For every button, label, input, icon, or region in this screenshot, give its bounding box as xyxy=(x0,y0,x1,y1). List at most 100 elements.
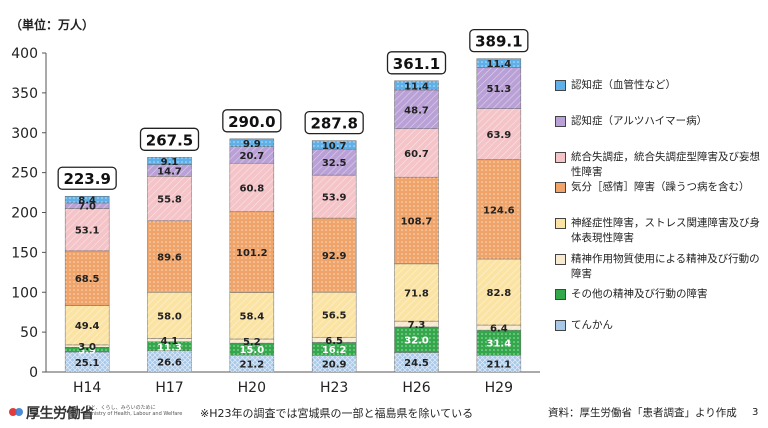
bar-segment-pattern xyxy=(65,250,110,306)
bar-segment-pattern xyxy=(229,146,274,164)
bar-segment-pattern xyxy=(476,355,521,372)
data-label: 31.4 xyxy=(486,339,511,350)
data-label: 108.7 xyxy=(401,217,433,228)
data-label: 20.9 xyxy=(322,360,347,371)
source-note: 資料：厚生労働省「患者調査」より作成 xyxy=(548,407,737,419)
bar-segment-pattern xyxy=(229,138,274,147)
legend-swatch xyxy=(555,254,566,265)
total-label: 223.9 xyxy=(63,170,110,188)
data-label: 49.4 xyxy=(75,321,100,332)
bar-segment-pattern xyxy=(65,305,110,345)
bar-segment-pattern xyxy=(147,341,192,351)
x-tick-label: H23 xyxy=(320,380,348,396)
data-label: 24.5 xyxy=(404,358,429,369)
data-label: 26.6 xyxy=(157,357,182,368)
legend-label: 気分［感情］障害（躁うつ病を含む） xyxy=(571,181,750,193)
data-label: 55.8 xyxy=(157,195,182,206)
data-label: 14.7 xyxy=(157,166,182,177)
data-label: 15.0 xyxy=(239,345,264,356)
data-label: 10.7 xyxy=(322,141,347,152)
data-label: 58.4 xyxy=(239,312,264,323)
total-box xyxy=(469,29,529,53)
x-tick-label: H26 xyxy=(402,380,430,396)
x-tick-label: H17 xyxy=(155,380,183,396)
data-label: 101.2 xyxy=(236,248,268,259)
bar-segment-pattern xyxy=(476,108,521,160)
total-label: 361.1 xyxy=(393,55,440,73)
data-label: 7.3 xyxy=(408,320,426,331)
bar-segment-pattern xyxy=(147,164,192,177)
bar-segment-pattern xyxy=(65,196,110,203)
bar-segment-pattern xyxy=(476,159,521,259)
data-label: 82.8 xyxy=(486,288,511,299)
bar-segment-pattern xyxy=(65,202,110,209)
legend-swatch xyxy=(555,152,566,163)
data-label: 11.4 xyxy=(486,59,511,70)
bar-segment-pattern xyxy=(229,211,274,293)
bar-segment-pattern xyxy=(476,330,521,356)
data-label: 7.0 xyxy=(78,202,96,213)
data-label: 60.8 xyxy=(239,183,264,194)
bar-segment-pattern xyxy=(394,352,439,372)
bar-segment-pattern xyxy=(229,355,274,372)
bar-segment-pattern xyxy=(312,337,357,343)
data-label: 6.4 xyxy=(490,324,508,335)
total-label: 287.8 xyxy=(310,115,357,133)
data-label: 71.8 xyxy=(404,288,429,299)
bar-segment-pattern xyxy=(229,163,274,212)
bar-segment-pattern xyxy=(229,292,274,339)
logo-english: Ministry of Health, Labour and Welfare xyxy=(86,411,183,417)
data-label: 53.1 xyxy=(75,226,100,237)
data-label: 4.1 xyxy=(161,336,179,347)
footer-note: ※H23年の調査では宮城県の一部と福島県を除いている xyxy=(200,407,474,420)
bar-segment-pattern xyxy=(65,344,110,348)
data-label: 11.3 xyxy=(157,342,182,353)
data-label: 68.5 xyxy=(75,274,100,285)
data-label: 32.0 xyxy=(404,336,429,347)
legend-swatch xyxy=(555,182,566,193)
x-tick-label: H14 xyxy=(73,380,101,396)
x-tick-label: H20 xyxy=(238,380,266,396)
bar-segment-pattern xyxy=(476,325,521,331)
data-label: 51.3 xyxy=(486,84,511,95)
legend-label: 統合失調症，統合失調症型障害及び妄想性障害 xyxy=(571,151,760,178)
total-box xyxy=(386,51,447,75)
bar-segment-pattern xyxy=(312,175,357,219)
data-label: 48.7 xyxy=(404,105,429,116)
bar-segment-pattern xyxy=(394,326,439,353)
bar-segment-pattern xyxy=(394,321,439,327)
bar-segment-pattern xyxy=(229,343,274,356)
total-label: 389.1 xyxy=(475,33,522,51)
bar-segment-pattern xyxy=(229,338,274,344)
logo-name: 厚生労働省 xyxy=(26,406,94,422)
legend-swatch xyxy=(555,116,566,127)
total-label: 290.0 xyxy=(228,113,275,131)
y-tick-label: 350 xyxy=(11,86,38,102)
bar-segment-pattern xyxy=(394,80,439,90)
legend-label: その他の精神及び行動の障害 xyxy=(571,288,708,300)
bar-segment-pattern xyxy=(65,347,110,352)
y-tick-label: 400 xyxy=(11,46,38,62)
bar-segment-pattern xyxy=(312,218,357,293)
mhlw-logo: 厚生労働省 ひと、くらし、みらいのために Ministry of Health,… xyxy=(8,402,182,424)
data-label: 58.0 xyxy=(157,311,182,322)
total-box xyxy=(222,109,282,133)
bar-segment-pattern xyxy=(147,176,192,221)
data-label: 32.5 xyxy=(322,158,347,169)
total-box xyxy=(57,166,117,190)
legend-label: 認知症（血管性など） xyxy=(571,79,676,91)
data-label: 16.2 xyxy=(322,345,347,356)
total-label: 267.5 xyxy=(146,131,193,149)
data-label: 6.5 xyxy=(325,336,343,347)
y-tick-label: 50 xyxy=(20,325,38,341)
data-label: 92.9 xyxy=(322,251,347,262)
bar-segment-pattern xyxy=(147,220,192,293)
data-label: 60.7 xyxy=(404,149,429,160)
bar-segment-pattern xyxy=(147,338,192,342)
bar-segment-pattern xyxy=(312,342,357,356)
data-label: 5.2 xyxy=(243,337,261,348)
data-label: 124.6 xyxy=(483,205,515,216)
bar-segment-pattern xyxy=(312,149,357,176)
legend-swatch xyxy=(555,80,566,91)
bar-segment-pattern xyxy=(394,128,439,178)
